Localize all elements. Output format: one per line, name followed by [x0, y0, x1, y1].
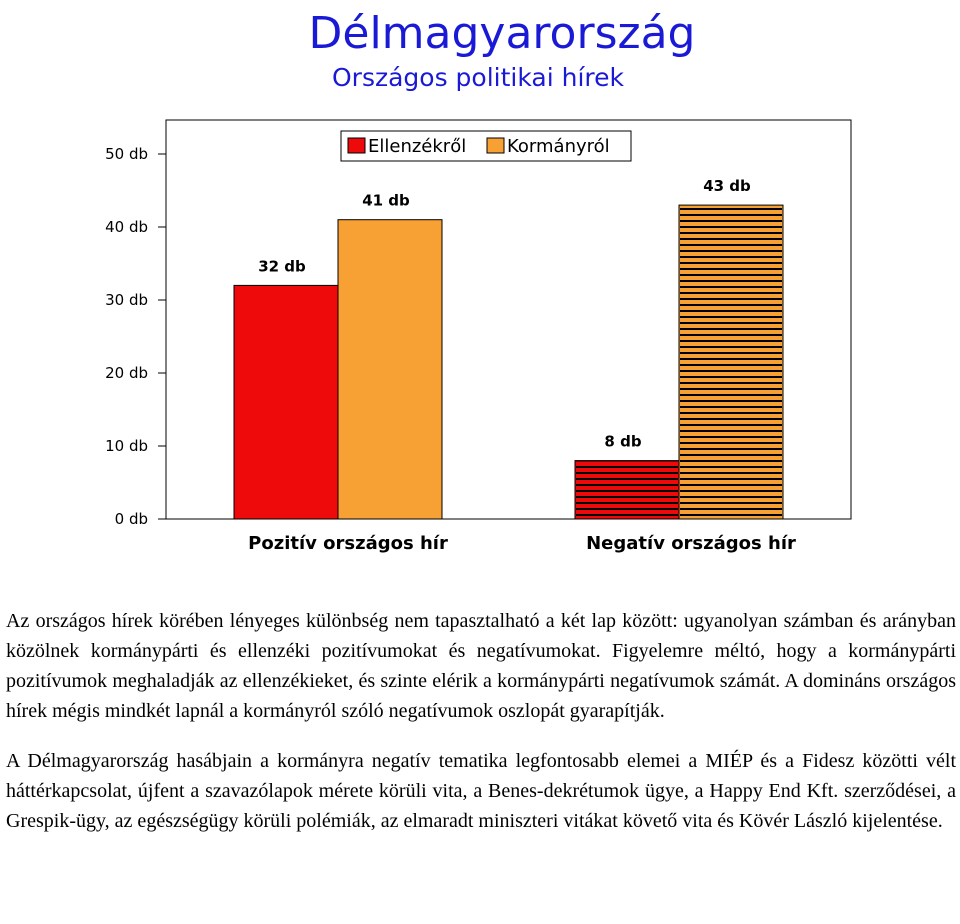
category-label: Pozitív országos hír: [248, 533, 448, 554]
category-labels-group: Pozitív országos hír Negatív országos hír: [248, 533, 796, 554]
value-label: 8 db: [604, 433, 641, 451]
bar-ellenzekrol-pozitiv: [233, 284, 339, 520]
bar-kormanyrol-pozitiv: [337, 219, 443, 520]
legend-box: [340, 130, 632, 162]
chart-subtitle: Országos politikai hírek: [332, 63, 625, 92]
bar-stripes: [576, 461, 678, 518]
y-tick-label: 40 db: [105, 218, 148, 236]
y-tick-label: 20 db: [105, 364, 148, 382]
article-text: Az országos hírek körében lényeges külön…: [6, 606, 956, 856]
bar-stripes: [680, 206, 782, 518]
bars-group: [233, 204, 784, 520]
legend-label-kormanyrol: Kormányról: [507, 136, 610, 157]
legend-swatch-kormanyrol: [486, 137, 505, 154]
y-tick-label: 30 db: [105, 291, 148, 309]
paragraph-2: A Délmagyarország hasábjain a kormányra …: [6, 750, 956, 832]
category-label: Negatív országos hír: [586, 533, 796, 554]
value-label: 43 db: [703, 177, 751, 195]
y-tick-label: 10 db: [105, 437, 148, 455]
value-label: 41 db: [362, 192, 410, 210]
legend: Ellenzékről Kormányról: [340, 130, 632, 162]
value-labels-group: 32 db 41 db 8 db 43 db: [258, 177, 751, 451]
legend-swatch-ellenzekrol: [347, 137, 366, 154]
y-tick-label: 50 db: [105, 145, 148, 163]
y-axis: 0 db 10 db 20 db 30 db 40 db 50 db: [105, 145, 166, 528]
value-label: 32 db: [258, 257, 306, 275]
chart-title: Délmagyarország: [309, 8, 696, 59]
legend-label-ellenzekrol: Ellenzékről: [368, 136, 466, 157]
paragraph-1: Az országos hírek körében lényeges külön…: [6, 610, 956, 722]
chart: Délmagyarország Országos politikai hírek…: [105, 8, 852, 554]
y-tick-label: 0 db: [115, 510, 148, 528]
